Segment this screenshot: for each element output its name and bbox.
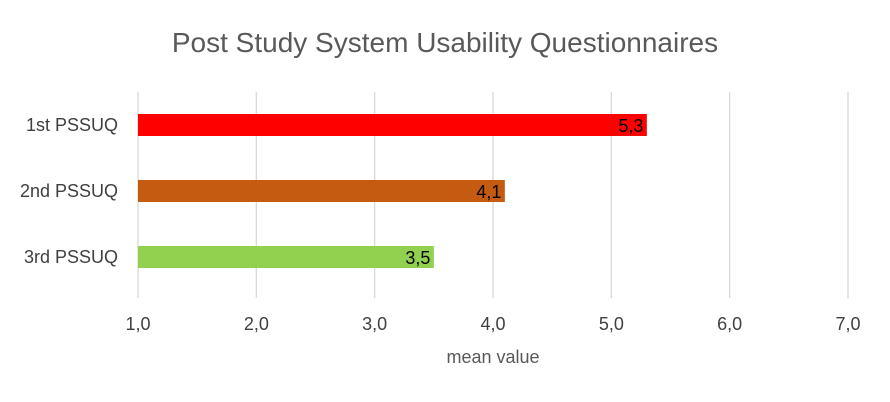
category-label: 1st PSSUQ — [26, 115, 118, 135]
chart-title: Post Study System Usability Questionnair… — [172, 27, 718, 58]
x-tick-label: 1,0 — [125, 314, 150, 334]
bar — [138, 180, 505, 202]
x-tick-label: 2,0 — [244, 314, 269, 334]
bar-data-label: 4,1 — [476, 182, 501, 202]
bars — [138, 114, 647, 268]
x-tick-label: 4,0 — [480, 314, 505, 334]
category-label: 3rd PSSUQ — [24, 247, 118, 267]
category-label: 2nd PSSUQ — [20, 181, 118, 201]
x-tick-label: 6,0 — [717, 314, 742, 334]
bar-data-label: 5,3 — [618, 116, 643, 136]
bar — [138, 246, 434, 268]
bar — [138, 114, 647, 136]
x-tick-labels: 1,0 2,0 3,0 4,0 5,0 6,0 7,0 — [125, 314, 860, 334]
x-tick-label: 7,0 — [835, 314, 860, 334]
category-labels: 1st PSSUQ 2nd PSSUQ 3rd PSSUQ — [20, 115, 118, 267]
x-tick-label: 3,0 — [362, 314, 387, 334]
data-labels: 5,3 4,1 3,5 — [405, 116, 643, 268]
x-tick-label: 5,0 — [599, 314, 624, 334]
x-axis-title: mean value — [446, 347, 539, 367]
bar-data-label: 3,5 — [405, 248, 430, 268]
